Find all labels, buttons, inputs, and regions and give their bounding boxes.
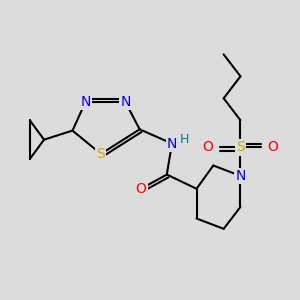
Text: H: H <box>180 133 190 146</box>
Text: O: O <box>136 182 146 196</box>
Text: N: N <box>235 169 246 183</box>
Text: O: O <box>267 140 278 154</box>
Text: S: S <box>97 147 105 161</box>
Text: S: S <box>236 140 245 154</box>
Text: N: N <box>120 95 130 109</box>
Text: O: O <box>203 140 214 154</box>
Text: N: N <box>167 136 177 151</box>
Text: N: N <box>80 95 91 109</box>
